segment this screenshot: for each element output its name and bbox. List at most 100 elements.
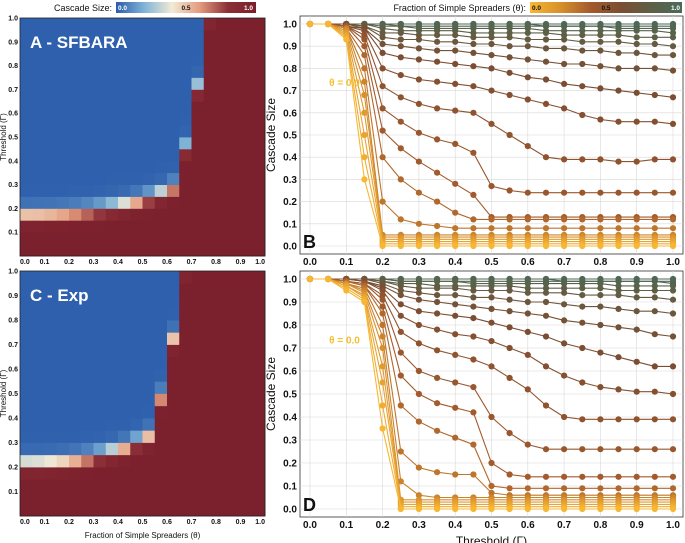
heatmap-cell: [105, 283, 119, 296]
heatmap-cell: [32, 332, 45, 345]
heatmap-cell: [216, 479, 229, 492]
heatmap-cell: [81, 18, 94, 31]
heatmap-cell: [154, 208, 168, 221]
data-point: [415, 321, 422, 329]
heatmap-cell: [203, 271, 217, 284]
heatmap-cell: [179, 283, 192, 296]
heatmap-cell: [228, 137, 241, 150]
heatmap-cell: [20, 491, 33, 505]
data-point: [561, 340, 568, 347]
heatmap-cell: [118, 467, 131, 480]
heatmap-cell: [179, 479, 192, 492]
heatmap-cell: [179, 442, 192, 456]
heatmap-cell: [252, 430, 266, 443]
data-point: [669, 287, 677, 294]
heatmap-cell: [105, 184, 119, 197]
data-point: [651, 156, 658, 163]
heatmap-cell: [69, 232, 82, 245]
heatmap-cell: [167, 369, 180, 382]
heatmap-cell: [130, 113, 143, 126]
heatmap-cell: [105, 307, 119, 321]
data-point: [615, 473, 622, 480]
heatmap-cell: [142, 344, 156, 358]
heatmap-cell: [118, 393, 131, 407]
heatmap-y-tick: 0.5: [8, 135, 18, 142]
heatmap-cell: [240, 454, 254, 468]
heatmap-cell: [154, 113, 168, 126]
data-point: [470, 109, 477, 116]
heatmap-cell: [105, 491, 119, 505]
heatmap-cell: [203, 356, 217, 370]
heatmap-cell: [56, 503, 70, 517]
data-point: [415, 418, 422, 425]
data-point: [506, 374, 513, 381]
data-point: [397, 292, 404, 299]
heatmap-cell: [203, 137, 217, 150]
heatmap-cell: [105, 172, 119, 185]
heatmap-cell: [228, 77, 241, 90]
data-point: [506, 29, 513, 36]
heatmap-cell: [56, 393, 70, 407]
heatmap-cell: [20, 503, 33, 517]
heatmap-cell: [191, 89, 205, 102]
heatmap-cell: [179, 307, 192, 321]
heatmap-cell: [44, 29, 58, 43]
data-point: [452, 180, 459, 187]
heatmap-cell: [191, 356, 205, 370]
data-point: [597, 446, 604, 453]
heatmap-cell: [240, 220, 254, 233]
heatmap-cell: [154, 503, 168, 517]
data-point: [379, 333, 386, 340]
heatmap-cell: [142, 184, 156, 197]
heatmap-cell: [118, 101, 131, 114]
heatmap-cell: [56, 220, 70, 233]
data-point: [597, 63, 604, 70]
data-point: [542, 280, 550, 287]
data-point: [325, 20, 332, 28]
heatmap-cell: [69, 172, 82, 185]
heatmap-cell: [93, 160, 107, 174]
y-tick-label: 0.1: [283, 482, 297, 493]
heatmap-cell: [32, 232, 45, 245]
heatmap-cell: [167, 356, 180, 370]
data-point: [415, 464, 422, 471]
heatmap-cell: [179, 381, 192, 394]
heatmap-cell: [69, 442, 82, 456]
heatmap-cell: [154, 332, 168, 345]
heatmap-cell: [228, 41, 241, 55]
data-point: [669, 225, 677, 232]
data-point: [470, 49, 477, 57]
heatmap-cell: [81, 454, 94, 468]
x-tick-label: 0.9: [630, 257, 644, 268]
heatmap-cell: [142, 113, 156, 126]
data-point: [579, 47, 586, 54]
heatmap-cell: [130, 232, 143, 245]
data-point: [542, 298, 550, 306]
heatmap-cell: [130, 418, 143, 431]
heatmap-cell: [130, 208, 143, 221]
heatmap-cell: [105, 148, 119, 162]
heatmap-cell: [20, 53, 33, 66]
heatmap-cell: [167, 479, 180, 492]
data-point: [579, 485, 586, 492]
heatmap-cell: [69, 491, 82, 505]
heatmap-cell: [191, 418, 205, 431]
heatmap-cell: [191, 172, 205, 185]
heatmap-cell: [81, 208, 94, 221]
data-point: [633, 278, 640, 285]
data-point: [597, 38, 604, 45]
heatmap-cell: [130, 89, 143, 102]
heatmap-cell: [167, 295, 180, 309]
data-point: [633, 118, 640, 125]
heatmap-cell: [216, 503, 229, 517]
data-point: [397, 402, 404, 409]
heatmap-cell: [44, 295, 58, 309]
data-point: [470, 294, 477, 301]
data-point: [397, 54, 404, 61]
data-point: [669, 29, 677, 36]
heatmap-cell: [167, 430, 180, 443]
heatmap-cell: [240, 430, 254, 443]
heatmap-cell: [44, 369, 58, 382]
heatmap-cell: [93, 220, 107, 233]
y-tick-label: 0.9: [283, 298, 297, 309]
